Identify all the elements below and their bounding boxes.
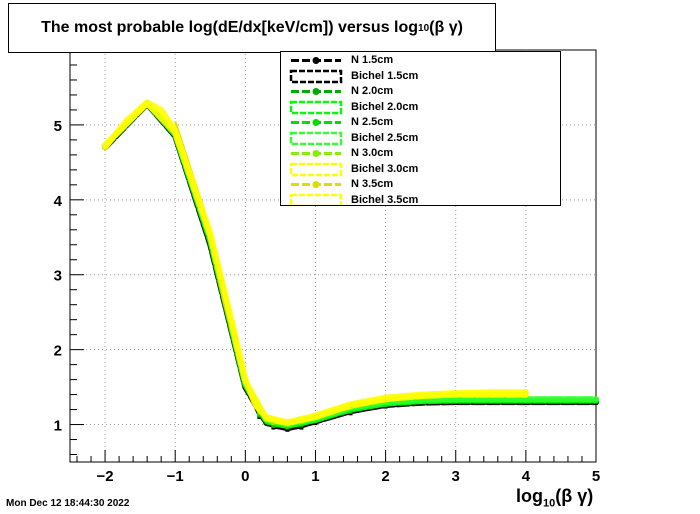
legend-marker xyxy=(312,181,320,188)
x-axis-title: log10(β γ) xyxy=(516,486,593,510)
legend-entry: Bichel 3.0cm xyxy=(281,162,560,178)
legend-entry: N 1.5cm xyxy=(281,53,560,69)
legend-swatch xyxy=(289,100,343,114)
legend-entry: Bichel 2.0cm xyxy=(281,100,560,116)
legend-swatch xyxy=(291,150,341,157)
chart-title-prefix: The most probable log(dE/dx[keV/cm]) ver… xyxy=(41,19,419,36)
x-tick-label: 1 xyxy=(311,468,319,485)
legend-marker xyxy=(312,119,320,126)
legend-swatch xyxy=(289,131,343,145)
legend-marker xyxy=(312,57,320,64)
chart-title-suffix: (β γ) xyxy=(429,19,463,36)
x-axis-title-sub: 10 xyxy=(543,497,556,510)
series-band xyxy=(102,99,529,426)
chart-title-sub: 10 xyxy=(418,22,430,34)
chart-title: The most probable log(dE/dx[keV/cm]) ver… xyxy=(8,3,496,53)
legend-label: Bichel 3.5cm xyxy=(351,193,419,206)
legend-band xyxy=(289,162,343,176)
x-tick-label: −2 xyxy=(97,468,114,485)
legend-band xyxy=(289,69,343,83)
legend-entry: N 2.0cm xyxy=(281,84,560,100)
legend-swatch xyxy=(291,119,341,126)
x-tick-label: 0 xyxy=(241,468,249,485)
legend-label: N 3.5cm xyxy=(351,178,394,190)
y-tick-label: 2 xyxy=(54,343,62,360)
legend-swatch xyxy=(291,181,341,188)
legend-entry: N 2.5cm xyxy=(281,115,560,131)
legend-label: N 2.5cm xyxy=(351,116,394,128)
x-tick-label: 4 xyxy=(522,468,531,485)
legend-swatch xyxy=(291,88,341,95)
legend-entry: Bichel 3.5cm xyxy=(281,193,560,206)
legend-marker xyxy=(312,88,320,95)
legend-entry: N 3.5cm xyxy=(281,177,560,193)
legend-entry: N 3.0cm xyxy=(281,146,560,162)
legend-swatch xyxy=(289,69,343,83)
datestamp: Mon Dec 12 18:44:30 2022 xyxy=(6,498,130,509)
x-tick-label: 2 xyxy=(381,468,389,485)
legend-label: Bichel 2.5cm xyxy=(351,131,419,144)
y-tick-label: 5 xyxy=(54,118,62,135)
legend: N 1.5cm Bichel 1.5cm N 2.0cm Bichel 2.0cm N … xyxy=(280,51,561,206)
series-group xyxy=(102,99,599,432)
y-tick-label: 3 xyxy=(54,268,62,285)
legend-label: Bichel 3.0cm xyxy=(351,162,419,175)
legend-label: N 2.0cm xyxy=(351,85,394,97)
legend-label: N 1.5cm xyxy=(351,54,394,66)
legend-entry: Bichel 1.5cm xyxy=(281,69,560,85)
legend-label: N 3.0cm xyxy=(351,147,394,159)
legend-swatch xyxy=(289,162,343,176)
x-axis-title-main: log xyxy=(516,486,543,506)
legend-swatch xyxy=(291,57,341,64)
x-tick-label: −1 xyxy=(167,468,184,485)
x-tick-label: 5 xyxy=(592,468,600,485)
legend-band xyxy=(289,193,343,205)
legend-entry: Bichel 2.5cm xyxy=(281,131,560,147)
legend-marker xyxy=(312,150,320,157)
legend-band xyxy=(289,131,343,145)
legend-label: Bichel 2.0cm xyxy=(351,100,419,113)
legend-swatch xyxy=(289,193,343,205)
y-tick-label: 1 xyxy=(54,418,62,435)
x-axis-title-suffix: (β γ) xyxy=(555,486,594,506)
legend-label: Bichel 1.5cm xyxy=(351,69,419,82)
series-bichel-3-5cm xyxy=(102,99,529,426)
y-tick-label: 4 xyxy=(54,193,63,210)
legend-band xyxy=(289,100,343,114)
x-tick-label: 3 xyxy=(452,468,460,485)
